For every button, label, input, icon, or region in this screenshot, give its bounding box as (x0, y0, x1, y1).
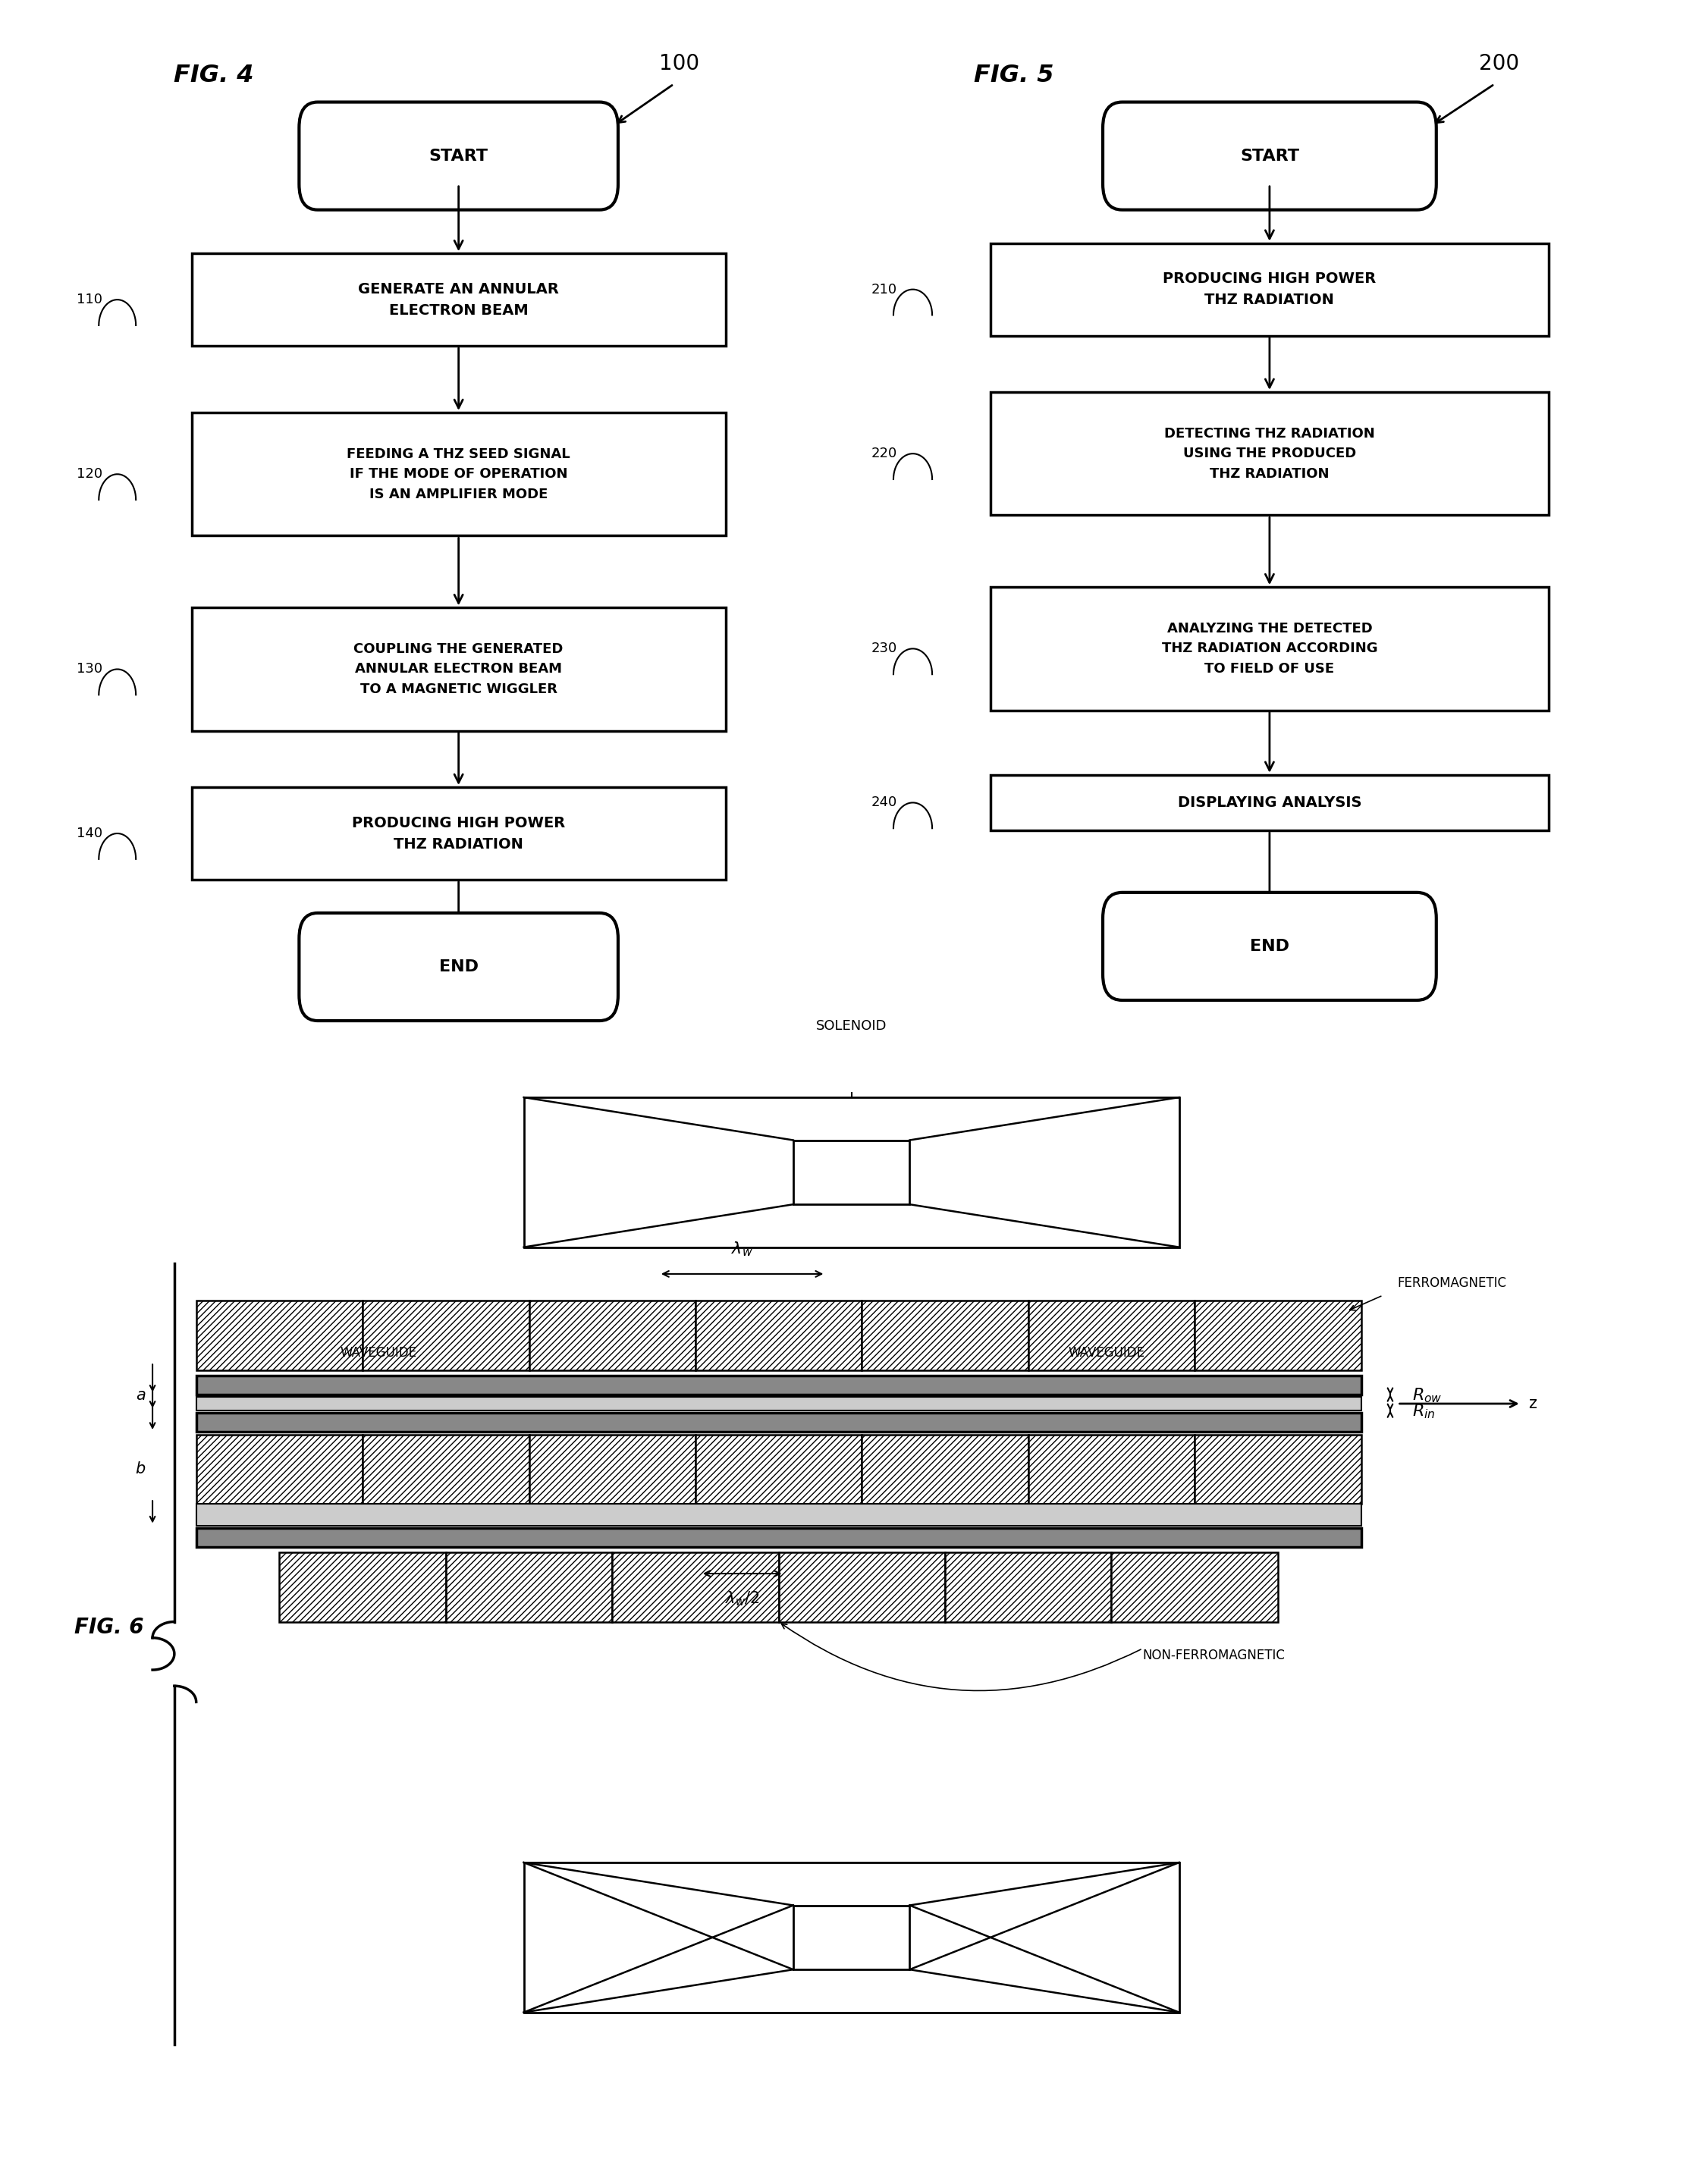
Text: FIG. 6: FIG. 6 (74, 1616, 143, 1638)
Text: $R_{in}$: $R_{in}$ (1411, 1402, 1435, 1420)
Bar (695, 1302, 862, 1369)
Text: 210: 210 (872, 282, 897, 297)
Bar (1028, 1302, 1195, 1369)
FancyBboxPatch shape (1103, 103, 1436, 210)
Text: 200: 200 (1479, 52, 1519, 74)
Text: b: b (135, 1461, 145, 1476)
FancyBboxPatch shape (298, 103, 619, 210)
FancyBboxPatch shape (298, 913, 619, 1020)
Bar (1195, 1435, 1361, 1505)
Bar (192, 786, 725, 880)
Text: FEEDING A THZ SEED SIGNAL
IF THE MODE OF OPERATION
IS AN AMPLIFIER MODE: FEEDING A THZ SEED SIGNAL IF THE MODE OF… (347, 448, 570, 500)
Bar (792, 1904, 910, 1970)
Bar (695, 1435, 862, 1505)
Text: START: START (1239, 149, 1300, 164)
Text: GENERATE AN ANNULAR
ELECTRON BEAM: GENERATE AN ANNULAR ELECTRON BEAM (357, 282, 560, 317)
Text: 240: 240 (872, 795, 897, 810)
Bar (524, 1096, 1179, 1247)
Text: END: END (1249, 939, 1290, 954)
Bar (612, 1553, 779, 1623)
Bar (792, 1140, 910, 1203)
Bar (196, 1302, 362, 1369)
Bar (196, 1413, 1361, 1433)
Text: 110: 110 (78, 293, 103, 306)
Text: 140: 140 (76, 826, 103, 841)
Bar (779, 1553, 946, 1623)
Text: DISPLAYING ANALYSIS: DISPLAYING ANALYSIS (1177, 795, 1362, 810)
Bar (362, 1302, 529, 1369)
Bar (196, 1376, 1361, 1393)
Bar (529, 1435, 695, 1505)
Bar (990, 242, 1549, 336)
Bar (196, 1398, 1361, 1411)
Text: z: z (1529, 1396, 1536, 1411)
Text: a: a (135, 1389, 145, 1404)
Text: FERROMAGNETIC: FERROMAGNETIC (1398, 1275, 1507, 1291)
Bar (990, 775, 1549, 830)
Text: COUPLING THE GENERATED
ANNULAR ELECTRON BEAM
TO A MAGNETIC WIGGLER: COUPLING THE GENERATED ANNULAR ELECTRON … (354, 642, 563, 697)
Text: DETECTING THZ RADIATION
USING THE PRODUCED
THZ RADIATION: DETECTING THZ RADIATION USING THE PRODUC… (1165, 426, 1374, 480)
Text: SOLENOID: SOLENOID (816, 1020, 887, 1033)
Bar (362, 1435, 529, 1505)
Bar (280, 1553, 445, 1623)
Bar (192, 413, 725, 535)
Text: NON-FERROMAGNETIC: NON-FERROMAGNETIC (1143, 1649, 1285, 1662)
Text: PRODUCING HIGH POWER
THZ RADIATION: PRODUCING HIGH POWER THZ RADIATION (1163, 271, 1376, 308)
Text: WAVEGUIDE: WAVEGUIDE (341, 1345, 416, 1361)
Text: $R_{ow}$: $R_{ow}$ (1411, 1387, 1442, 1404)
Text: END: END (438, 959, 479, 974)
Bar (862, 1302, 1028, 1369)
Bar (990, 587, 1549, 710)
Bar (946, 1553, 1111, 1623)
Bar (196, 1505, 1361, 1524)
Text: 130: 130 (76, 662, 103, 677)
Text: $\lambda_w/2$: $\lambda_w/2$ (725, 1590, 759, 1607)
Text: FIG. 5: FIG. 5 (973, 63, 1054, 87)
Bar (192, 607, 725, 732)
Bar (196, 1529, 1361, 1546)
Bar (192, 253, 725, 345)
Bar (990, 393, 1549, 515)
Text: 220: 220 (872, 448, 897, 461)
Text: PRODUCING HIGH POWER
THZ RADIATION: PRODUCING HIGH POWER THZ RADIATION (352, 815, 565, 852)
Bar (1195, 1302, 1361, 1369)
Text: 230: 230 (872, 642, 897, 655)
Bar (529, 1302, 695, 1369)
Bar (1028, 1435, 1195, 1505)
Bar (524, 1863, 1179, 2011)
Text: ANALYZING THE DETECTED
THZ RADIATION ACCORDING
TO FIELD OF USE: ANALYZING THE DETECTED THZ RADIATION ACC… (1162, 622, 1377, 675)
Text: START: START (428, 149, 489, 164)
FancyBboxPatch shape (1103, 893, 1436, 1000)
Text: WAVEGUIDE: WAVEGUIDE (1067, 1345, 1145, 1361)
Text: $\lambda_w$: $\lambda_w$ (732, 1241, 754, 1258)
Bar (445, 1553, 612, 1623)
Bar (196, 1435, 362, 1505)
Text: FIG. 4: FIG. 4 (174, 63, 255, 87)
Text: 120: 120 (76, 467, 103, 480)
Text: 100: 100 (659, 52, 700, 74)
Bar (862, 1435, 1028, 1505)
Bar (1111, 1553, 1278, 1623)
